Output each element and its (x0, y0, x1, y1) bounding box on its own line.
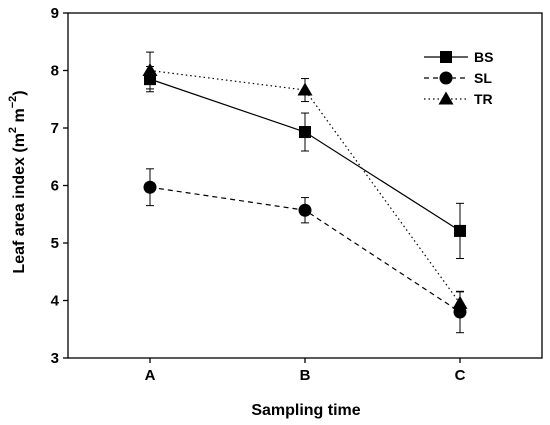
axes: 3 4 5 6 7 8 9 A B C (51, 5, 543, 384)
y-axis-label-main: Leaf area index (m (11, 133, 28, 274)
plot-frame (67, 12, 543, 359)
y-tick-label: 7 (51, 120, 59, 137)
y-tick-label: 8 (51, 63, 59, 80)
series-line-tr (149, 69, 461, 304)
legend-label-sl: SL (474, 70, 492, 86)
legend-sl-circle-marker (439, 71, 453, 85)
point-sl-circle-marker (298, 203, 312, 217)
point-sl-circle-marker (143, 180, 157, 194)
y-tick-label: 3 (51, 350, 59, 367)
y-tick-label: 4 (51, 293, 60, 310)
y-axis-label-sup1: 2 (7, 127, 19, 133)
series-tr (142, 51, 468, 316)
legend: BS SL TR (424, 49, 493, 107)
point-tr-triangle-marker (452, 295, 468, 309)
y-tick-label: 9 (51, 5, 59, 22)
x-axis-label: Sampling time (251, 402, 360, 419)
y-tick-label: 6 (51, 178, 59, 195)
legend-bs-square-marker (440, 51, 452, 63)
x-tick-label: B (300, 367, 311, 384)
legend-item-bs: BS (424, 49, 493, 65)
y-axis-label-close: ) (11, 90, 28, 95)
series-layer (142, 51, 468, 334)
legend-item-sl: SL (424, 70, 492, 86)
x-tick-label: A (145, 367, 156, 384)
y-axis-label: Leaf area index (m2 m−2) (7, 90, 28, 273)
legend-label-bs: BS (474, 49, 493, 65)
point-tr-triangle-marker (297, 82, 313, 96)
point-bs-square-marker (454, 224, 466, 237)
x-tick-label: C (455, 367, 466, 384)
y-axis-label-mid: m (11, 108, 28, 127)
point-tr-triangle-marker (142, 63, 158, 76)
legend-item-tr: TR (424, 91, 493, 107)
point-bs-square-marker (299, 126, 311, 139)
legend-tr-triangle-marker (438, 91, 454, 105)
y-tick-label: 5 (51, 235, 59, 252)
y-axis-label-sup2: −2 (7, 96, 19, 109)
legend-label-tr: TR (474, 91, 493, 107)
series-sl (143, 168, 467, 334)
